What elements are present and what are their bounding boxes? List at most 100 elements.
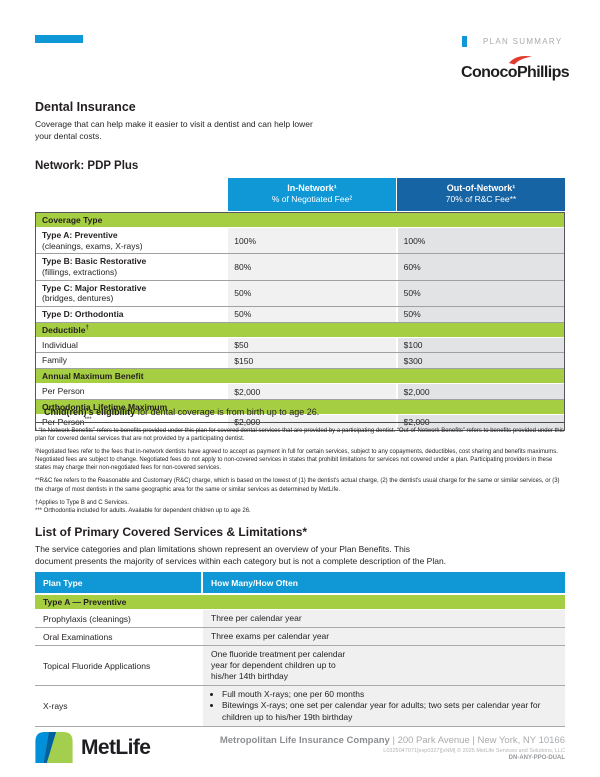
in-network-value: 100% (228, 228, 396, 254)
in-network-title: In-Network¹ (287, 183, 337, 193)
section-label: Deductible (42, 324, 86, 335)
table-row-type-c: Type C: Major Restorative (bridges, dentu… (36, 280, 564, 307)
section-row-annual-maximum: Annual Maximum Benefit (36, 369, 564, 385)
services-intro-line-1: The service categories and plan limitati… (35, 544, 410, 554)
service-label: Oral Examinations (35, 628, 201, 646)
services-intro-line-2: document presents the majority of servic… (35, 556, 447, 567)
table-row-type-d: Type D: Orthodontia 50% 50% (36, 306, 564, 323)
services-table: Plan Type How Many/How Often Type A — Pr… (35, 572, 565, 727)
plan-summary-label: PLAN SUMMARY (483, 37, 563, 46)
service-label: Topical Fluoride Applications (35, 646, 201, 686)
table-row-type-b: Type B: Basic Restorative (fillings, extr… (36, 254, 564, 281)
out-of-network-value: $300 (395, 353, 564, 368)
section-label: Annual Maximum Benefit (42, 371, 144, 381)
row-sublabel: (fillings, extractions) (42, 267, 118, 278)
plan-type-header: Plan Type (35, 572, 201, 593)
footer-legal-line: L0325047071[exp0327][xNM] © 2025 MetLife… (383, 748, 565, 754)
subtitle-line-2: your dental costs. (35, 130, 102, 141)
out-of-network-title: Out-of-Network¹ (446, 183, 516, 193)
out-of-network-value: 50% (395, 306, 564, 322)
section-label: Coverage Type (42, 215, 103, 225)
subtitle-line-1: Coverage that can help make it easier to… (35, 119, 313, 129)
service-row-oral-examinations: Oral Examinations Three exams per calend… (35, 628, 565, 647)
section-footnote-marker: † (85, 324, 89, 331)
x-rays-bullet-list: Full mouth X-rays; one per 60 months Bit… (211, 689, 559, 722)
footer-text-block: Metropolitan Life Insurance Company | 20… (220, 735, 565, 761)
row-label: Type B: Basic Restorative (42, 256, 147, 267)
out-of-network-value: $2,000 (395, 384, 564, 399)
how-many-header: How Many/How Often (201, 572, 565, 593)
service-label: X-rays (35, 686, 201, 726)
section-label: Orthodontia Lifetime Maximum (42, 401, 168, 412)
footer-company-name: Metropolitan Life Insurance Company (219, 735, 390, 746)
out-of-network-value: 60% (395, 254, 564, 280)
footer-address-city: New York, NY 10166 (477, 735, 566, 746)
row-label: Per Person (42, 386, 85, 397)
footnote-2: ²Negotiated fees refer to the fees that … (35, 449, 558, 472)
out-of-network-header: Out-of-Network¹ 70% of R&C Fee** (396, 178, 565, 211)
footer-company-line: Metropolitan Life Insurance Company | 20… (220, 735, 565, 746)
benefits-table: In-Network¹ % of Negotiated Fee² Out-of-… (35, 178, 565, 431)
in-network-value: 50% (228, 280, 396, 306)
section-row-orthodontia-lifetime: Orthodontia Lifetime Maximum (36, 399, 564, 415)
metlife-logo: MetLife (35, 732, 151, 763)
row-label: Type D: Orthodontia (42, 308, 124, 319)
out-of-network-value: $100 (395, 337, 564, 353)
services-table-header: Plan Type How Many/How Often (35, 572, 565, 593)
services-heading: List of Primary Covered Services & Limit… (35, 525, 308, 539)
row-sublabel: (bridges, dentures) (42, 293, 114, 304)
footer-plan-code: DN-ANY-PPO-DUAL (508, 755, 565, 761)
footnote-5: *** Orthodontia included for adults. Ava… (35, 507, 251, 514)
service-value: Three per calendar year (201, 610, 565, 628)
table-row-type-a: Type A: Preventive (cleanings, exams, X-r… (36, 228, 564, 255)
x-rays-bullet-2: Bitewings X-rays; one set per calendar y… (222, 700, 557, 722)
services-intro: The service categories and plan limitati… (35, 543, 446, 568)
metlife-m-icon (35, 732, 73, 763)
footer-address-street: 200 Park Avenue (397, 735, 470, 746)
footnotes-block: ¹ “In-Network Benefits” refers to benefi… (35, 422, 565, 515)
conoco-swoosh-icon (509, 56, 532, 65)
page-title: Dental Insurance (35, 100, 136, 114)
benefits-table-header: In-Network¹ % of Negotiated Fee² Out-of-… (228, 178, 565, 211)
in-network-value: $50 (228, 337, 396, 353)
row-label: Type A: Preventive (42, 230, 118, 241)
in-network-subtitle: % of Negotiated Fee² (271, 194, 353, 205)
x-rays-bullet-1: Full mouth X-rays; one per 60 months (222, 689, 557, 700)
service-label: Prophylaxis (cleanings) (35, 610, 201, 628)
accent-square-icon (462, 36, 467, 47)
footer-separator-1: | (389, 735, 398, 746)
section-row-coverage-type: Coverage Type (36, 213, 564, 229)
section-row-type-a-preventive: Type A — Preventive (35, 593, 565, 611)
service-row-prophylaxis: Prophylaxis (cleanings) Three per calend… (35, 610, 565, 629)
table-row-per-person-annual: Per Person $2,000 $2,000 (36, 384, 564, 400)
footnote-4: †Applies to Type B and C Services. (35, 499, 129, 506)
metlife-wordmark: MetLife (81, 735, 151, 759)
out-of-network-subtitle: 70% of R&C Fee** (445, 194, 517, 205)
row-label: Individual (42, 339, 78, 350)
eligibility-bold-text: Child(ren)'s eligibility (44, 407, 136, 417)
footer-separator-2: | (469, 735, 478, 746)
page-subtitle: Coverage that can help make it easier to… (35, 119, 313, 143)
service-row-topical-fluoride: Topical Fluoride Applications One fluori… (35, 646, 565, 687)
footnote-3: **R&C fee refers to the Reasonable and C… (35, 478, 560, 493)
section-row-deductible: Deductible† (36, 322, 564, 338)
service-value: Three exams per calendar year (201, 628, 565, 646)
table-row-individual: Individual $50 $100 (36, 337, 564, 354)
footnote-1: ¹ “In-Network Benefits” refers to benefi… (35, 428, 564, 443)
in-network-value: 80% (228, 254, 396, 280)
benefits-table-body: Coverage Type Type A: Preventive (cleanin… (35, 212, 565, 431)
brand-accent-bar (35, 35, 83, 43)
in-network-value: $150 (228, 353, 396, 368)
out-of-network-value: 50% (395, 280, 564, 306)
network-heading: Network: PDP Plus (35, 160, 139, 172)
conocophillips-logo: ConocoPhillips (461, 56, 570, 82)
in-network-value: 50% (228, 306, 396, 322)
service-value-line-2: year for dependent children up to (211, 660, 336, 671)
service-value-line-3: his/her 14th birthday (211, 671, 289, 682)
in-network-header: In-Network¹ % of Negotiated Fee² (228, 178, 396, 211)
service-row-x-rays: X-rays Full mouth X-rays; one per 60 mon… (35, 686, 565, 727)
children-eligibility-note: Child(ren)'s eligibility for dental cove… (44, 407, 319, 417)
service-value: Full mouth X-rays; one per 60 months Bit… (201, 686, 565, 726)
row-sublabel: (cleanings, exams, X-rays) (42, 240, 143, 251)
